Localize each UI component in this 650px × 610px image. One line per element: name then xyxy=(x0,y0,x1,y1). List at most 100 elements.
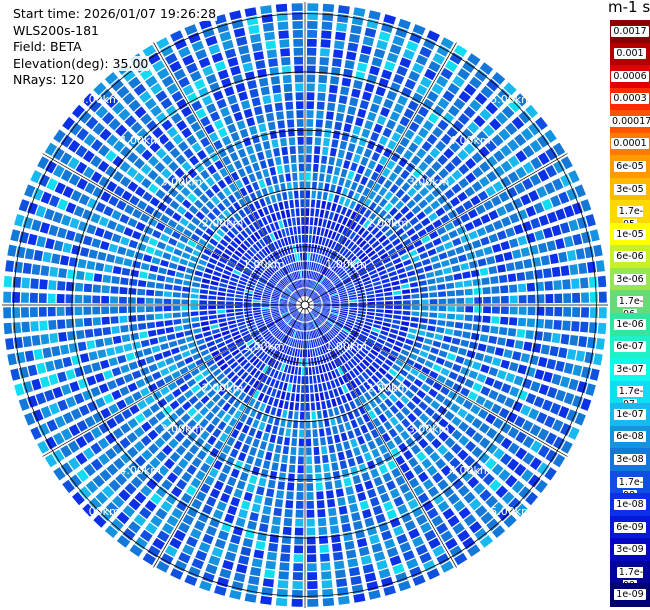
range-gate xyxy=(285,209,291,218)
range-gate xyxy=(229,10,242,21)
range-gate xyxy=(194,199,204,209)
azimuth-line xyxy=(153,42,306,306)
range-gate xyxy=(67,440,80,453)
range-gate xyxy=(522,436,535,449)
range-gate xyxy=(353,342,362,349)
range-gate xyxy=(300,288,304,297)
range-gate xyxy=(264,196,272,205)
range-gate xyxy=(327,362,333,371)
range-gate xyxy=(354,117,364,127)
range-gate xyxy=(426,507,439,520)
range-gate xyxy=(364,321,373,327)
range-gate xyxy=(552,419,564,432)
range-gate xyxy=(204,336,214,343)
range-gate xyxy=(158,335,167,343)
range-gate xyxy=(501,491,515,505)
range-gate xyxy=(212,90,224,101)
range-gate xyxy=(307,349,311,358)
range-gate xyxy=(432,174,443,185)
range-gate xyxy=(358,252,366,260)
range-gate xyxy=(391,467,402,478)
range-gate xyxy=(308,270,311,279)
range-gate xyxy=(458,507,471,520)
range-gate xyxy=(289,308,297,313)
range-gate xyxy=(324,391,330,400)
range-gate xyxy=(250,344,259,352)
range-gate xyxy=(264,270,272,277)
range-gate xyxy=(179,235,189,244)
range-gate xyxy=(584,351,594,364)
range-gate xyxy=(200,483,211,494)
range-gate xyxy=(237,148,247,158)
range-gate xyxy=(307,322,309,331)
range-gate xyxy=(253,231,261,240)
range-gate xyxy=(263,314,271,319)
range-gate xyxy=(137,314,146,322)
range-gate xyxy=(146,120,158,132)
range-gate xyxy=(276,111,284,120)
range-gate xyxy=(425,180,436,191)
range-gate xyxy=(313,297,321,302)
range-gate xyxy=(537,462,550,476)
range-gate xyxy=(365,318,374,323)
range-gate xyxy=(202,504,213,515)
range-gate xyxy=(399,541,412,553)
range-gate xyxy=(161,168,172,179)
range-gate xyxy=(335,336,342,344)
range-gate xyxy=(481,277,490,285)
range-gate xyxy=(286,346,291,355)
range-gate xyxy=(51,346,61,357)
range-gate xyxy=(244,71,255,81)
range-gate xyxy=(65,369,76,380)
range-gate xyxy=(399,137,410,148)
range-gate xyxy=(111,233,122,243)
range-gate xyxy=(312,330,316,339)
range-gate xyxy=(248,261,257,268)
range-gate xyxy=(270,308,279,311)
range-gate xyxy=(363,148,373,158)
range-gate xyxy=(280,137,287,147)
range-gate xyxy=(496,369,507,380)
range-gate xyxy=(303,270,305,279)
range-gate xyxy=(199,418,209,428)
range-gate xyxy=(313,299,321,303)
range-gate xyxy=(374,289,383,294)
range-gate xyxy=(226,313,235,317)
range-gate xyxy=(224,381,233,390)
range-gate xyxy=(91,362,102,372)
range-gate xyxy=(422,98,434,110)
range-gate xyxy=(292,29,303,38)
range-gate xyxy=(135,378,146,389)
range-gate xyxy=(386,480,397,491)
range-gate xyxy=(540,255,550,266)
range-gate xyxy=(390,252,399,260)
range-gate xyxy=(306,313,308,322)
range-gate xyxy=(163,374,174,384)
range-gate xyxy=(568,378,579,391)
range-gate xyxy=(307,581,318,589)
range-gate xyxy=(504,397,515,408)
range-gate xyxy=(365,233,373,242)
range-gate xyxy=(274,317,282,322)
range-gate xyxy=(79,247,90,257)
range-gate xyxy=(155,282,164,289)
range-gate xyxy=(328,211,335,220)
range-gate xyxy=(44,389,55,402)
range-gate xyxy=(188,395,199,405)
range-gate xyxy=(545,294,554,304)
range-ring-label: 5.00km xyxy=(490,505,532,518)
range-gate xyxy=(305,270,307,279)
range-gate xyxy=(103,206,114,217)
range-gate xyxy=(324,373,329,382)
range-gate xyxy=(389,488,401,499)
range-gate xyxy=(353,173,362,183)
range-gate xyxy=(402,294,411,300)
range-gate xyxy=(311,190,317,199)
range-gate xyxy=(258,421,266,431)
range-gate xyxy=(233,27,246,38)
range-gate xyxy=(208,555,221,566)
range-gate xyxy=(333,213,339,222)
range-gate xyxy=(286,275,292,283)
range-gate xyxy=(295,101,304,110)
range-gate xyxy=(168,340,178,348)
